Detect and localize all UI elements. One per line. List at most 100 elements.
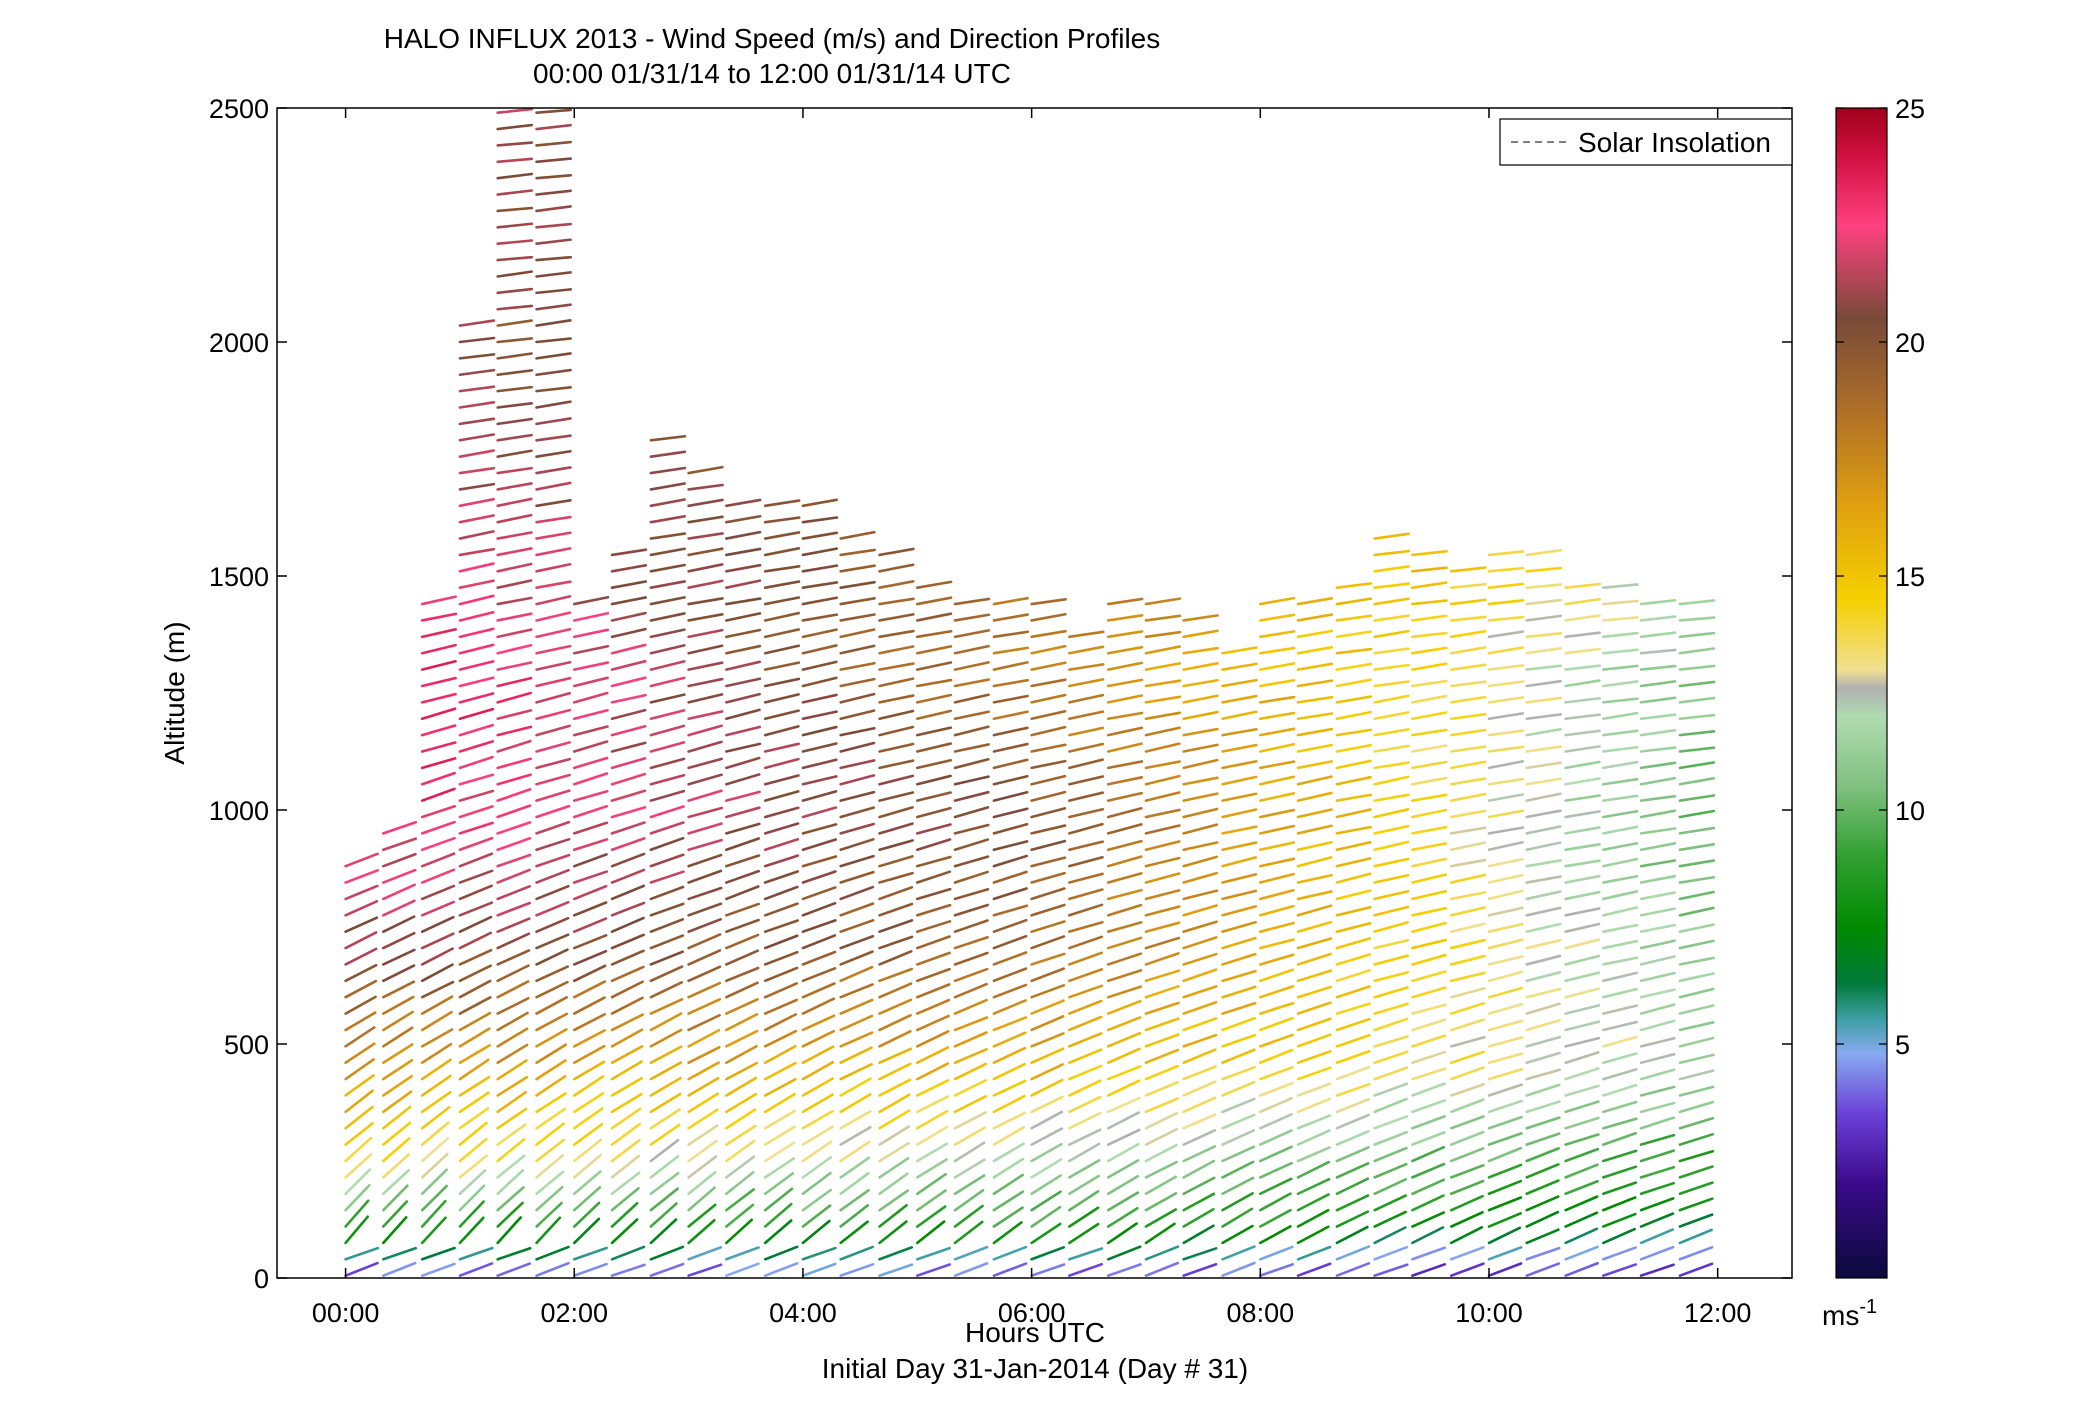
- wind-barb: [953, 775, 990, 786]
- wind-barb: [1144, 808, 1181, 819]
- wind-barb: [916, 693, 953, 704]
- wind-barb: [420, 1137, 450, 1163]
- wind-barb: [1068, 1142, 1101, 1163]
- wind-barb: [1259, 775, 1296, 786]
- y-tick-label: 2500: [209, 94, 269, 124]
- wind-barb: [1106, 614, 1144, 622]
- wind-barb: [420, 659, 457, 671]
- wind-barb: [1068, 888, 1104, 901]
- wind-barb: [496, 1137, 526, 1163]
- wind-barb: [839, 902, 875, 917]
- wind-barb: [1259, 1048, 1294, 1065]
- wind-barb: [496, 661, 533, 671]
- wind-barb: [801, 613, 839, 622]
- wind-barb: [1525, 761, 1562, 770]
- wind-barb: [535, 741, 571, 753]
- wind-barb: [496, 107, 534, 114]
- wind-barb: [687, 838, 723, 852]
- wind-barb: [496, 917, 531, 933]
- wind-barb: [992, 596, 1030, 606]
- wind-barb: [420, 995, 454, 1015]
- wind-barb: [725, 1188, 755, 1212]
- wind-barb: [1564, 1051, 1600, 1065]
- wind-barb: [458, 1121, 488, 1146]
- wind-barb: [1068, 951, 1103, 966]
- wind-barb: [458, 482, 496, 491]
- wind-barb: [382, 915, 416, 933]
- wind-barb: [1602, 1212, 1637, 1228]
- wind-barb: [1564, 1100, 1600, 1114]
- wind-barb: [687, 613, 724, 622]
- wind-barb: [1487, 664, 1525, 671]
- wind-barb: [839, 854, 875, 868]
- wind-barb: [1525, 1179, 1560, 1196]
- wind-barb: [649, 693, 686, 704]
- wind-barb: [763, 837, 800, 852]
- wind-barb: [1182, 985, 1218, 999]
- wind-barb: [839, 1046, 873, 1065]
- wind-barb: [953, 790, 990, 802]
- wind-barb: [801, 498, 839, 508]
- wind-barb: [763, 1202, 793, 1228]
- wind-barb: [420, 1074, 452, 1097]
- wind-barb: [1373, 986, 1409, 999]
- wind-barb: [382, 980, 416, 999]
- wind-barb: [572, 661, 610, 671]
- wind-barb: [1411, 1067, 1447, 1081]
- wind-barb: [1373, 532, 1410, 540]
- wind-barb: [610, 965, 645, 983]
- wind-barb: [382, 868, 417, 884]
- wind-barb: [1335, 597, 1373, 606]
- wind-barb: [1221, 920, 1257, 933]
- wind-barb: [725, 1171, 755, 1196]
- wind-barb: [992, 854, 1028, 868]
- wind-barb: [458, 466, 496, 475]
- wind-barb: [1106, 1206, 1139, 1228]
- wind-barb: [458, 385, 496, 393]
- wind-barb: [496, 932, 531, 950]
- wind-barb: [1487, 1262, 1523, 1277]
- wind-barb: [992, 918, 1028, 933]
- wind-barb: [1373, 1194, 1408, 1212]
- wind-barb: [1449, 566, 1487, 573]
- wind-barb: [725, 1092, 758, 1114]
- wind-barb: [839, 1172, 870, 1196]
- wind-barb: [535, 1186, 564, 1212]
- wind-barb: [953, 855, 990, 868]
- wind-barb: [763, 1013, 798, 1032]
- wind-barb: [1487, 630, 1525, 639]
- wind-barb: [992, 758, 1029, 770]
- wind-barb: [496, 996, 530, 1015]
- wind-barb: [687, 1155, 718, 1179]
- wind-barb: [1449, 695, 1487, 704]
- wind-barb: [535, 820, 571, 835]
- wind-barb: [725, 1044, 758, 1065]
- wind-barb: [1373, 1115, 1409, 1130]
- wind-barb: [916, 1205, 947, 1228]
- wind-barb: [1296, 856, 1333, 868]
- wind-barb: [572, 1138, 603, 1163]
- wind-barb: [1487, 1196, 1523, 1212]
- wind-barb: [1144, 984, 1180, 999]
- wind-barb: [878, 1047, 913, 1065]
- wind-barb: [1296, 645, 1334, 655]
- wind-barb: [496, 1043, 529, 1065]
- wind-barb: [801, 710, 838, 721]
- wind-barb: [344, 1026, 376, 1048]
- wind-barb: [1678, 1085, 1715, 1097]
- wind-barb: [572, 725, 609, 737]
- wind-barb: [1487, 1163, 1523, 1179]
- wind-barb: [1221, 1207, 1254, 1228]
- wind-barb: [1678, 746, 1716, 753]
- wind-barb: [839, 1062, 873, 1081]
- wind-barb: [1030, 1015, 1065, 1032]
- wind-barb: [1449, 582, 1487, 590]
- wind-barb: [916, 1095, 950, 1114]
- wind-barb: [801, 1029, 836, 1048]
- wind-barb: [382, 1026, 414, 1048]
- wind-barb: [610, 837, 646, 852]
- wind-barb: [953, 998, 988, 1015]
- wind-barb: [1449, 1226, 1484, 1245]
- wind-barb: [1296, 985, 1333, 999]
- wind-barb: [610, 1138, 641, 1163]
